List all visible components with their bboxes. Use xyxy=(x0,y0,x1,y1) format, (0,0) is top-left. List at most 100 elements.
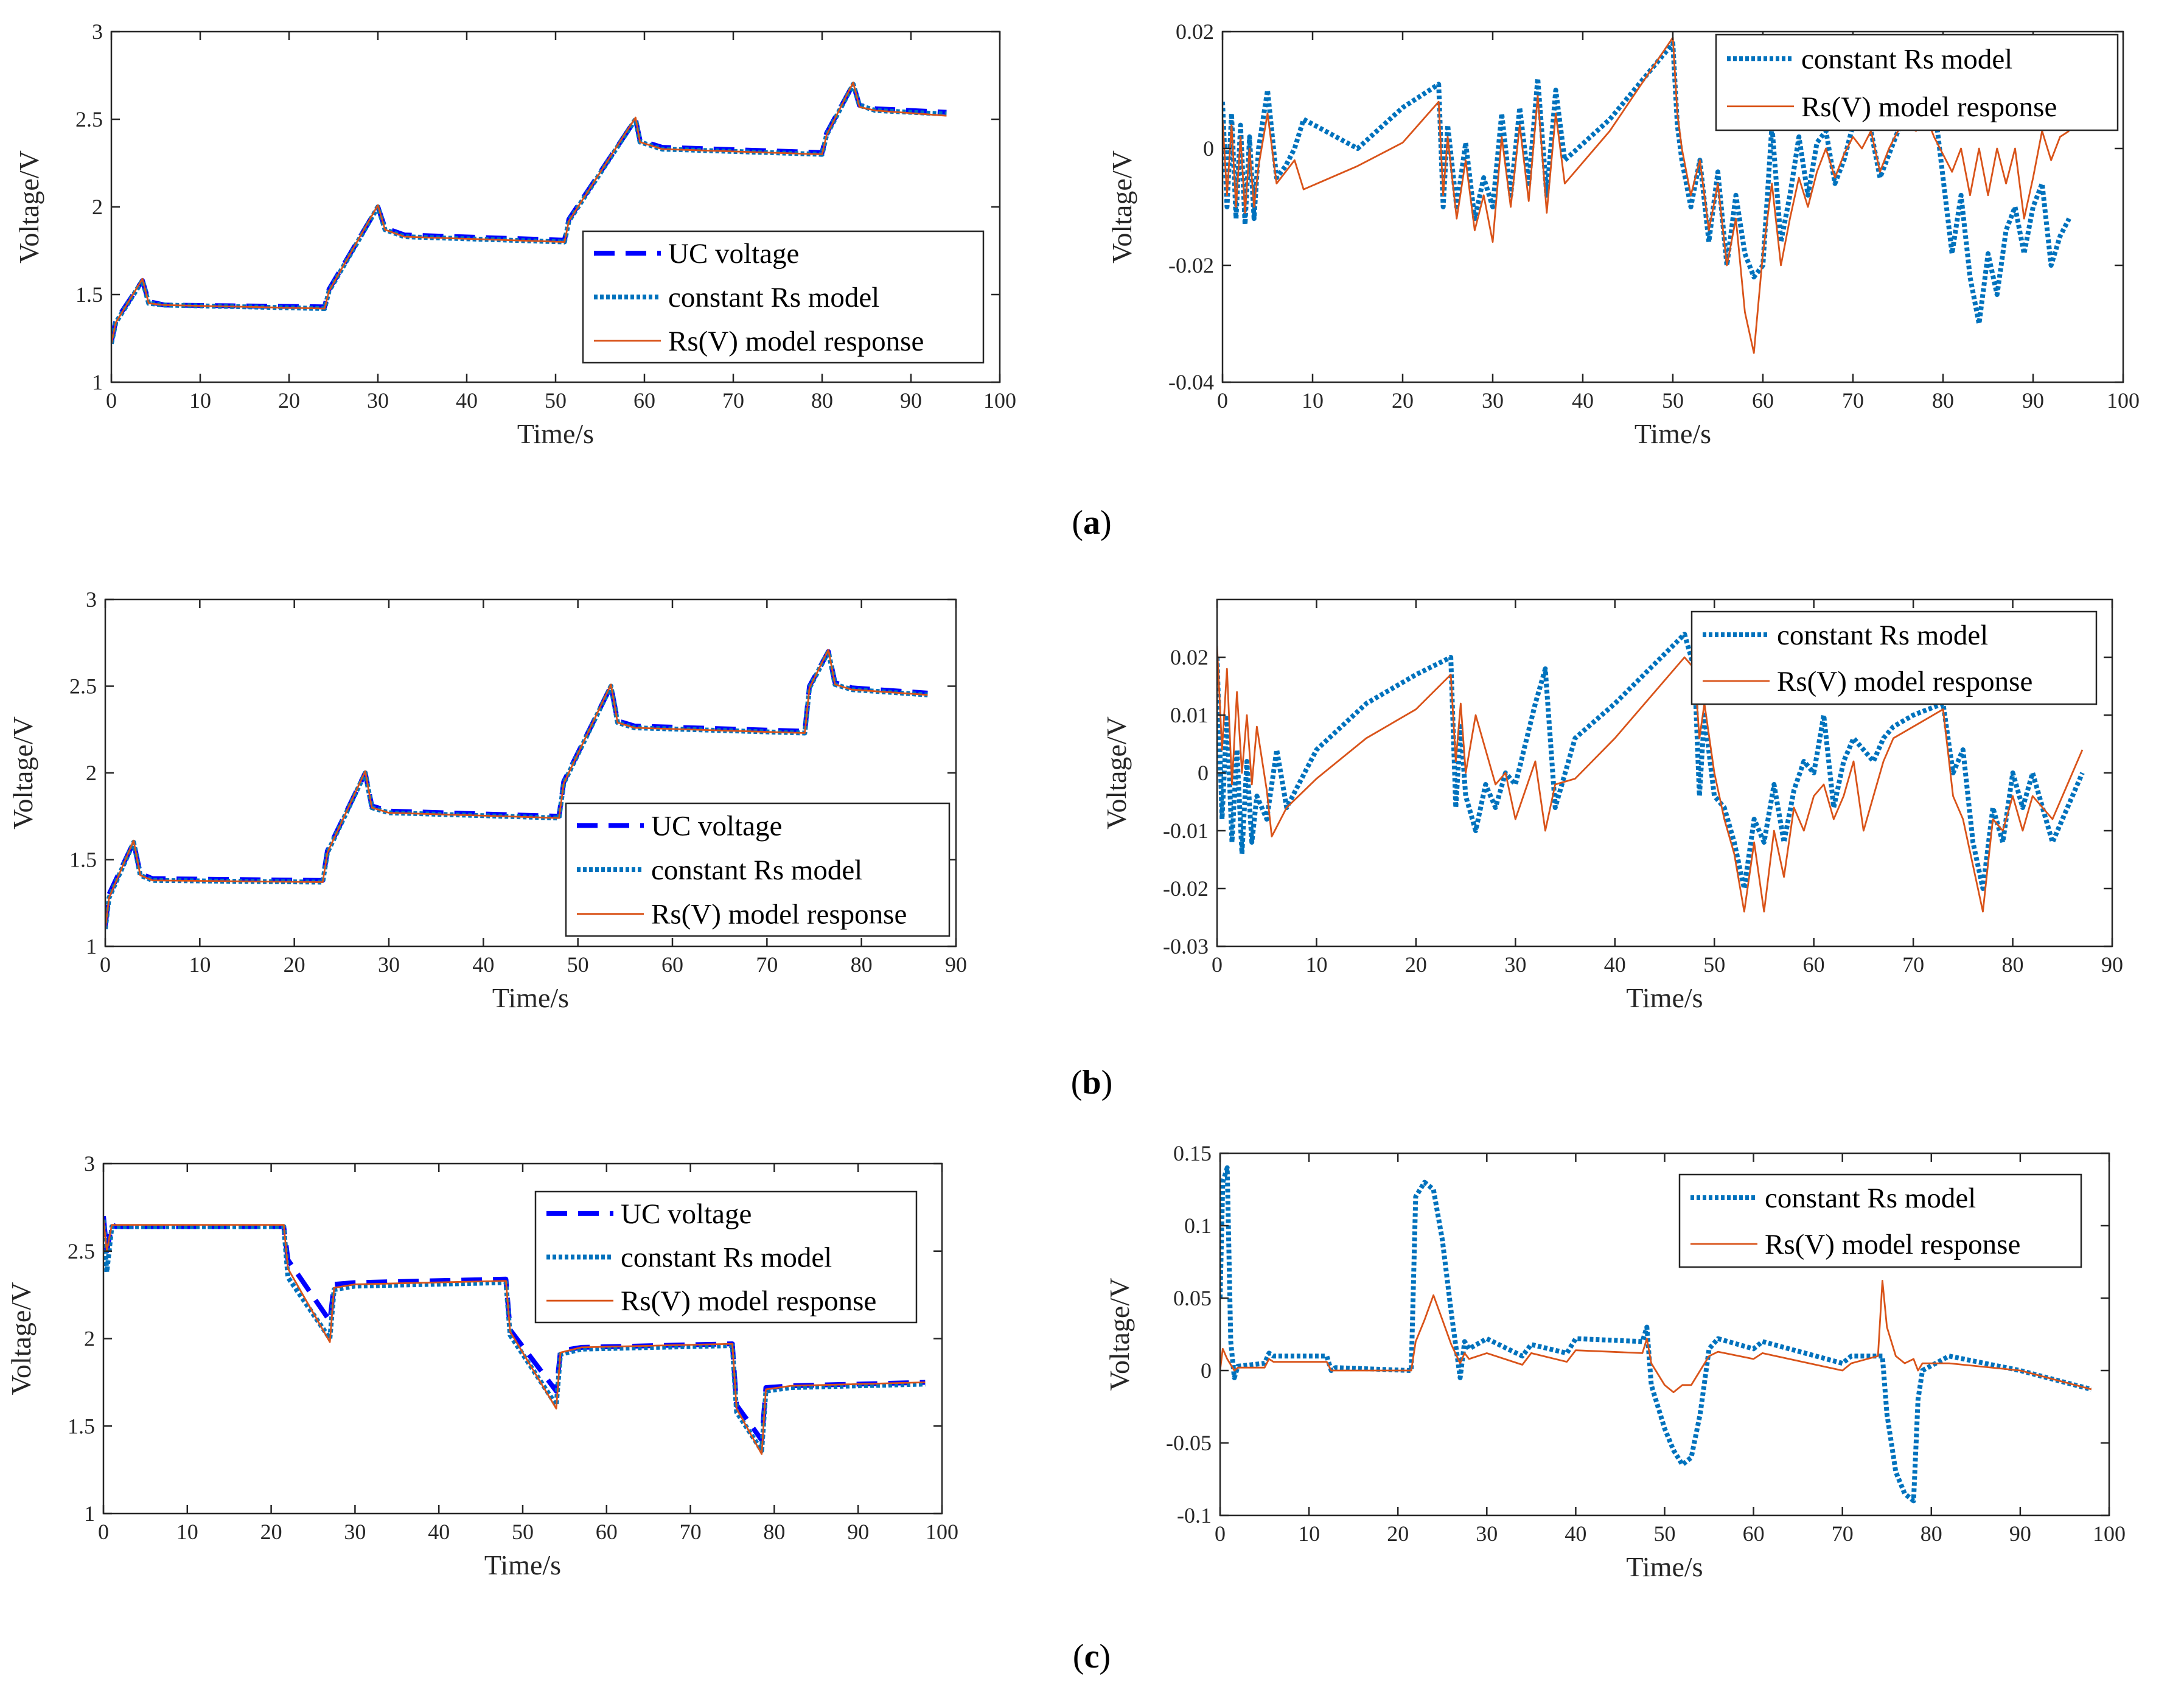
x-tick-label: 0 xyxy=(1217,388,1228,413)
y-tick-label: 0 xyxy=(1203,136,1214,161)
legend-box xyxy=(1678,1173,2082,1268)
series-line-constant-rs-model xyxy=(1217,632,2085,891)
y-tick-label: 0 xyxy=(1201,1358,1212,1383)
x-tick-label: 50 xyxy=(1662,388,1684,413)
x-tick-label: 70 xyxy=(1902,952,1924,977)
series-line-rs-v-model-response xyxy=(103,1219,926,1455)
y-tick-label: 1 xyxy=(92,370,103,394)
y-tick-label: 0 xyxy=(1198,761,1209,785)
x-tick-label: 90 xyxy=(900,388,922,413)
x-axis-label: Time/s xyxy=(517,418,594,449)
series-group xyxy=(1220,1165,2092,1504)
y-axis-label: Voltage/V xyxy=(5,1282,37,1395)
x-tick-label: 60 xyxy=(596,1520,618,1544)
x-tick-label: 60 xyxy=(633,388,655,413)
y-tick-label: -0.05 xyxy=(1166,1431,1212,1455)
legend-label: Rs(V) model response xyxy=(621,1285,876,1317)
x-tick-label: 100 xyxy=(2093,1521,2126,1546)
y-axis-label: Voltage/V xyxy=(1106,150,1137,264)
series-line-rs-v-model-response xyxy=(111,82,947,344)
x-tick-label: 70 xyxy=(756,952,778,977)
x-tick-label: 80 xyxy=(851,952,873,977)
series-group xyxy=(111,82,947,344)
y-tick-label: 2.5 xyxy=(75,107,103,131)
y-tick-label: 0.02 xyxy=(1176,19,1214,44)
x-tick-label: 40 xyxy=(1572,388,1594,413)
x-tick-label: 0 xyxy=(1215,1521,1226,1546)
chart-a-left: 0 10 20 30 40 50 60 70 80 90 100 1 1.5 2 2.5 3 Time/s Vol… xyxy=(13,19,1016,449)
legend-label: Rs(V) model response xyxy=(668,326,924,357)
x-tick-label: 20 xyxy=(284,952,305,977)
panel-label-a: (a) xyxy=(1072,504,1111,542)
x-tick-label: 20 xyxy=(1405,952,1427,977)
x-tick-label: 30 xyxy=(378,952,400,977)
x-tick-label: 90 xyxy=(945,952,967,977)
y-tick-label: 2.5 xyxy=(68,1239,95,1263)
x-tick-label: 70 xyxy=(722,388,744,413)
x-axis-label: Time/s xyxy=(1626,982,1703,1013)
x-tick-label: 60 xyxy=(1752,388,1774,413)
x-tick-label: 50 xyxy=(545,388,567,413)
series-group xyxy=(1223,37,2071,354)
legend-label: Rs(V) model response xyxy=(651,899,907,931)
y-tick-label: 2 xyxy=(84,1327,95,1351)
legend-label: constant Rs model xyxy=(668,282,879,313)
x-tick-label: 50 xyxy=(1654,1521,1676,1546)
legend: constant Rs model Rs(V) model response xyxy=(1678,1173,2082,1268)
y-tick-label: 3 xyxy=(84,1151,95,1176)
y-tick-label: 0.02 xyxy=(1170,645,1209,669)
y-tick-label: 2.5 xyxy=(69,674,97,699)
legend-label: Rs(V) model response xyxy=(1777,666,2032,697)
x-tick-label: 90 xyxy=(2022,388,2044,413)
legend: constant Rs model Rs(V) model response xyxy=(1715,33,2119,131)
x-tick-label: 30 xyxy=(1476,1521,1498,1546)
y-tick-label: 0.01 xyxy=(1170,703,1209,727)
y-tick-label: -0.04 xyxy=(1168,370,1214,394)
x-tick-label: 20 xyxy=(1387,1521,1409,1546)
x-tick-label: 10 xyxy=(1302,388,1324,413)
chart-c-right: 0 10 20 30 40 50 60 70 80 90 100 -0.1 -0.05 0 0.05 0.1 0… xyxy=(1104,1141,2126,1582)
y-tick-label: 1.5 xyxy=(75,282,103,307)
chart-a-right: 0 10 20 30 40 50 60 70 80 90 100 -0.04 -0.02 0 0.02 Tim… xyxy=(1106,19,2140,449)
series-line-rs-v-model-response xyxy=(1223,37,2070,354)
x-tick-label: 70 xyxy=(1832,1521,1854,1546)
chart-b-right: 0 10 20 30 40 50 60 70 80 90 -0.03 -0.02 -0.01 0 0.01 0… xyxy=(1101,598,2123,1013)
legend-label: constant Rs model xyxy=(621,1242,832,1274)
y-tick-label: -0.01 xyxy=(1163,819,1209,843)
legend-label: constant Rs model xyxy=(651,854,862,886)
legend-label: Rs(V) model response xyxy=(1801,91,2057,123)
y-tick-label: -0.02 xyxy=(1163,876,1209,901)
y-tick-label: -0.02 xyxy=(1168,253,1214,278)
x-tick-label: 50 xyxy=(567,952,589,977)
legend-label: constant Rs model xyxy=(1765,1182,1976,1214)
x-tick-label: 90 xyxy=(2101,952,2123,977)
x-axis-label: Time/s xyxy=(1626,1551,1703,1582)
x-tick-label: 70 xyxy=(1842,388,1864,413)
x-tick-label: 40 xyxy=(1604,952,1626,977)
x-tick-label: 10 xyxy=(176,1520,198,1544)
panel-label-c: (c) xyxy=(1073,1638,1111,1675)
series-line-constant-rs-model xyxy=(103,1219,926,1453)
series-line-rs-v-model-response xyxy=(105,649,928,929)
legend-label: constant Rs model xyxy=(1801,43,2012,75)
y-axis-label: Voltage/V xyxy=(7,716,38,830)
x-tick-label: 10 xyxy=(1298,1521,1320,1546)
x-tick-label: 10 xyxy=(189,388,211,413)
y-axis-label: Voltage/V xyxy=(13,150,44,264)
x-tick-label: 40 xyxy=(472,952,494,977)
x-tick-label: 100 xyxy=(926,1520,958,1544)
x-tick-label: 30 xyxy=(1504,952,1526,977)
panel-label-b: (b) xyxy=(1071,1064,1112,1102)
legend: constant Rs model Rs(V) model response xyxy=(1690,610,2098,705)
legend-label: UC voltage xyxy=(651,810,782,842)
x-tick-label: 80 xyxy=(1921,1521,1942,1546)
legend-label: constant Rs model xyxy=(1777,620,1988,651)
x-tick-label: 30 xyxy=(344,1520,366,1544)
x-tick-label: 90 xyxy=(2009,1521,2031,1546)
x-tick-label: 0 xyxy=(100,952,111,977)
y-tick-label: -0.1 xyxy=(1177,1503,1212,1528)
x-tick-label: 10 xyxy=(189,952,211,977)
x-tick-label: 20 xyxy=(278,388,300,413)
x-tick-label: 30 xyxy=(1482,388,1504,413)
legend-label: UC voltage xyxy=(621,1198,752,1230)
